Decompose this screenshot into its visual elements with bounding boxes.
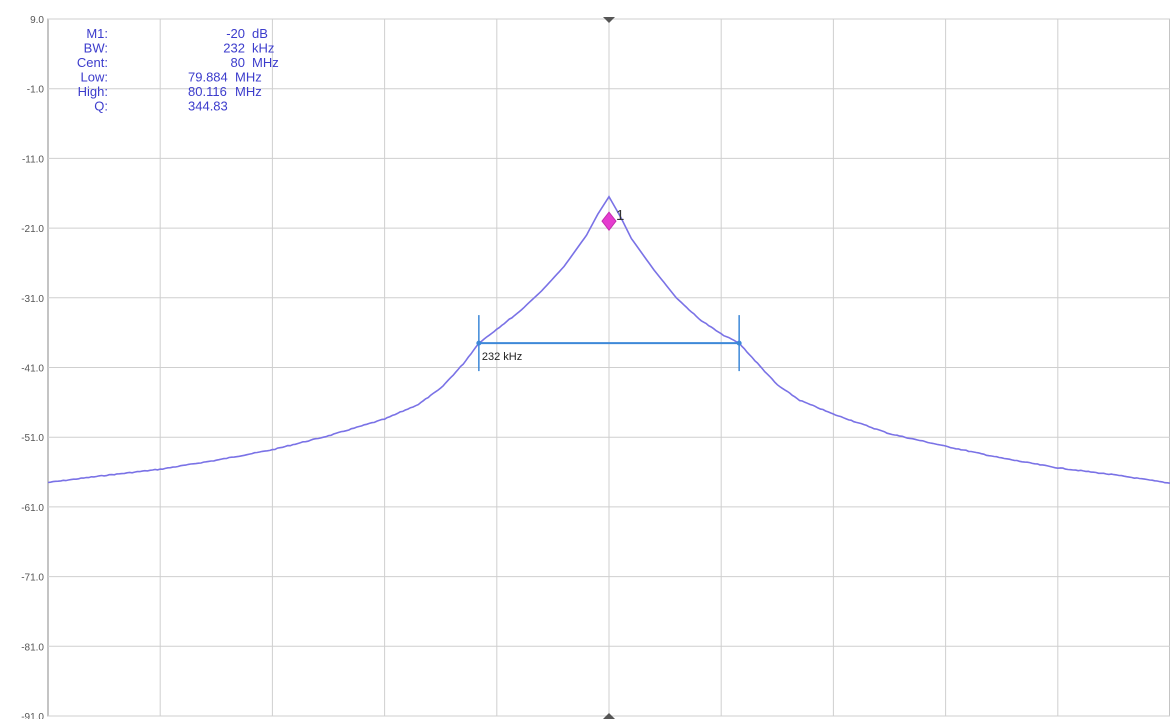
trace-line bbox=[47, 195, 1170, 484]
readout-unit: MHz bbox=[235, 84, 262, 99]
y-tick-label: -51.0 bbox=[21, 433, 44, 444]
marker-number-label: 1 bbox=[616, 207, 624, 224]
bandwidth-low-point bbox=[476, 340, 482, 346]
readout-label: Low: bbox=[81, 70, 108, 85]
readout-label: High: bbox=[78, 84, 108, 99]
y-tick-labels: 9.0 -1.0 -11.0 -21.0 -31.0 -41.0 -51.0 -61.0 -71… bbox=[21, 15, 44, 719]
readout-value: 79.884 bbox=[188, 70, 228, 85]
readout-unit: MHz bbox=[252, 55, 279, 70]
readout-value: 344.83 bbox=[188, 99, 228, 114]
readout-value: 80 bbox=[231, 55, 245, 70]
marker-annotation: 1 bbox=[601, 207, 624, 231]
readout-unit: dB bbox=[252, 26, 268, 41]
bandwidth-high-point bbox=[736, 340, 742, 346]
readout-value: -20 bbox=[226, 26, 245, 41]
center-bottom-indicator bbox=[603, 713, 615, 719]
center-top-indicator bbox=[603, 17, 615, 23]
y-tick-label: -11.0 bbox=[22, 154, 44, 165]
readout-unit: kHz bbox=[252, 41, 274, 56]
y-tick-label: 9.0 bbox=[30, 15, 44, 26]
readout-value: 80.116 bbox=[188, 84, 227, 99]
readout-label: Cent: bbox=[77, 55, 108, 70]
bandwidth-annotation: 232 kHz bbox=[476, 315, 742, 372]
readout-label: BW: bbox=[84, 41, 108, 56]
bandwidth-label: 232 kHz bbox=[482, 351, 522, 363]
y-tick-label: -71.0 bbox=[21, 573, 44, 584]
y-tick-label: -41.0 bbox=[21, 364, 44, 375]
y-tick-label: -21.0 bbox=[21, 224, 44, 235]
y-tick-label: -1.0 bbox=[27, 85, 45, 96]
readout-label: M1: bbox=[86, 26, 108, 41]
readout-label: Q: bbox=[94, 99, 108, 114]
y-tick-label: -61.0 bbox=[21, 503, 44, 514]
y-tick-label: -81.0 bbox=[21, 642, 44, 653]
y-tick-label: -91.0 bbox=[21, 712, 44, 719]
grid bbox=[47, 17, 1170, 719]
readout-unit: MHz bbox=[235, 70, 262, 85]
readout-value: 232 bbox=[223, 41, 245, 56]
marker-diamond[interactable] bbox=[601, 211, 617, 231]
trace-layer bbox=[47, 195, 1170, 484]
y-tick-label: -31.0 bbox=[21, 294, 44, 305]
